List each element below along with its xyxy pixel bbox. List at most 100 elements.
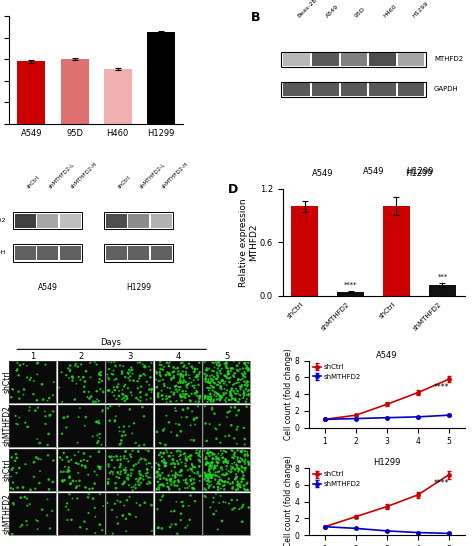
Point: [210, 410, 218, 418]
Point: [34, 358, 42, 367]
Text: A549: A549: [363, 167, 384, 176]
Point: [214, 381, 222, 389]
Point: [34, 525, 41, 533]
Point: [117, 497, 124, 506]
Point: [189, 461, 196, 470]
Point: [223, 413, 231, 422]
Point: [228, 447, 236, 455]
Point: [180, 363, 187, 371]
Point: [159, 391, 166, 400]
Point: [235, 458, 242, 466]
Point: [49, 478, 56, 486]
Point: [227, 365, 234, 373]
Point: [168, 374, 175, 383]
Point: [80, 373, 87, 382]
Point: [201, 471, 209, 480]
Point: [146, 366, 154, 375]
Point: [232, 394, 239, 403]
Point: [116, 402, 123, 411]
Point: [21, 418, 29, 427]
Point: [19, 483, 27, 492]
Point: [221, 458, 228, 466]
Point: [180, 449, 188, 458]
Point: [158, 391, 165, 400]
Bar: [337, 292, 365, 296]
Point: [215, 479, 222, 488]
Point: [204, 365, 211, 374]
Point: [139, 360, 146, 369]
Point: [64, 466, 72, 474]
Point: [113, 383, 121, 391]
Bar: [60, 246, 81, 260]
Point: [177, 450, 184, 459]
Point: [114, 455, 121, 464]
Point: [233, 361, 241, 370]
Point: [219, 470, 227, 479]
Point: [44, 441, 52, 449]
Point: [154, 468, 162, 477]
Point: [156, 370, 164, 379]
Point: [135, 475, 143, 484]
Point: [167, 428, 175, 436]
Point: [208, 395, 215, 403]
Point: [114, 519, 122, 528]
Point: [172, 470, 180, 479]
Point: [125, 422, 133, 431]
Point: [229, 381, 237, 389]
Point: [174, 476, 182, 485]
Point: [241, 372, 249, 381]
Point: [207, 395, 215, 404]
Point: [204, 459, 211, 467]
Point: [156, 360, 164, 369]
Point: [165, 393, 173, 401]
Point: [196, 448, 203, 456]
Point: [233, 440, 241, 448]
Point: [208, 464, 215, 472]
Point: [176, 374, 184, 383]
Point: [73, 459, 80, 467]
Point: [169, 452, 177, 460]
Point: [109, 470, 117, 479]
Point: [230, 458, 238, 467]
Point: [188, 363, 196, 371]
Point: [122, 527, 130, 536]
Point: [234, 453, 241, 462]
Point: [127, 450, 134, 459]
Point: [239, 480, 247, 489]
Point: [66, 472, 73, 481]
Point: [120, 422, 128, 431]
Text: shMTHFD2-H: shMTHFD2-H: [70, 161, 99, 189]
Point: [165, 452, 173, 460]
Point: [177, 427, 185, 436]
Point: [63, 502, 70, 511]
Point: [130, 483, 137, 491]
Point: [68, 372, 76, 381]
Point: [44, 511, 51, 520]
Point: [202, 493, 210, 502]
Point: [146, 381, 153, 389]
Point: [105, 365, 113, 373]
Point: [209, 383, 216, 391]
Point: [208, 473, 216, 482]
Point: [222, 394, 230, 402]
Point: [110, 464, 118, 472]
Point: [245, 503, 253, 512]
Point: [210, 363, 218, 372]
Point: [222, 362, 230, 371]
Point: [224, 408, 232, 417]
Point: [110, 376, 118, 384]
Point: [182, 484, 189, 492]
Point: [225, 467, 232, 476]
Point: [81, 422, 89, 430]
Point: [210, 397, 217, 406]
Point: [228, 465, 235, 474]
Point: [118, 369, 126, 378]
Point: [95, 370, 103, 379]
Point: [73, 379, 80, 388]
Point: [124, 471, 132, 479]
Point: [125, 373, 132, 382]
Point: [119, 511, 127, 519]
Point: [91, 358, 99, 366]
Point: [115, 423, 123, 432]
Point: [220, 459, 228, 467]
